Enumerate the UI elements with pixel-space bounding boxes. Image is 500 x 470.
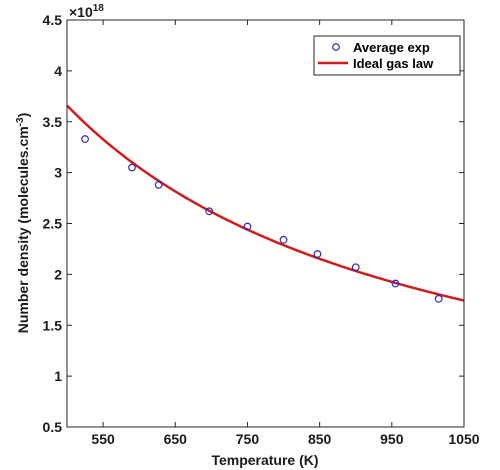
y-tick-label-3.5: 3.5	[43, 114, 63, 130]
y-tick-label-1.5: 1.5	[43, 317, 63, 333]
x-tick-label-750: 750	[236, 431, 260, 447]
y-tick-label-4.5: 4.5	[43, 12, 63, 28]
plot-frame	[66, 19, 465, 428]
legend: Average exp Ideal gas law	[313, 35, 461, 76]
x-tick-label-550: 550	[91, 431, 115, 447]
x-tick-label-850: 850	[308, 431, 332, 447]
legend-label-average-exp: Average exp	[353, 40, 430, 55]
y-tick-label-1: 1	[54, 368, 62, 384]
legend-label-ideal-gas: Ideal gas law	[353, 56, 434, 71]
exponent-prefix: ×10	[69, 4, 93, 20]
data-point-955	[391, 279, 400, 288]
data-point-1015	[434, 294, 443, 303]
data-point-900	[351, 263, 360, 272]
data-point-750	[243, 222, 252, 231]
data-point-697	[205, 207, 214, 216]
legend-marker-average-exp	[332, 43, 340, 51]
data-point-525	[81, 135, 89, 143]
x-axis-title: Temperature (K)	[211, 452, 318, 468]
data-point-627	[154, 180, 163, 189]
exponent-power: 18	[93, 3, 105, 14]
average-exp-series	[81, 135, 443, 303]
y-axis-title-main: Number density (molecules.cm	[15, 126, 31, 333]
data-point-590	[128, 163, 136, 172]
y-tick-label-4: 4	[54, 63, 62, 79]
ideal-gas-series	[66, 104, 465, 302]
ideal-gas-line	[66, 104, 465, 302]
tick-labels: 550 650 750 850 950 1050 0.5 1 1.5 2 2.5 3 3.5 4 4.5	[43, 12, 480, 447]
x-tick-label-950: 950	[380, 431, 404, 447]
data-point-847	[313, 250, 322, 258]
y-tick-label-0.5: 0.5	[43, 419, 63, 435]
x-tick-label-650: 650	[164, 431, 188, 447]
data-point-800	[279, 235, 288, 244]
y-tick-label-2.5: 2.5	[43, 216, 63, 232]
legend-box	[313, 35, 461, 76]
plot-area	[67, 20, 464, 427]
y-tick-label-2: 2	[54, 266, 62, 282]
y-exponent-label: ×1018	[69, 3, 104, 20]
x-tick-label-1050: 1050	[448, 431, 479, 447]
y-tick-label-3: 3	[54, 165, 62, 181]
y-axis-title-end: )	[15, 113, 31, 118]
y-axis-title-sup: -3	[15, 117, 26, 126]
y-axis-title: Number density (molecules.cm-3)	[15, 113, 31, 334]
